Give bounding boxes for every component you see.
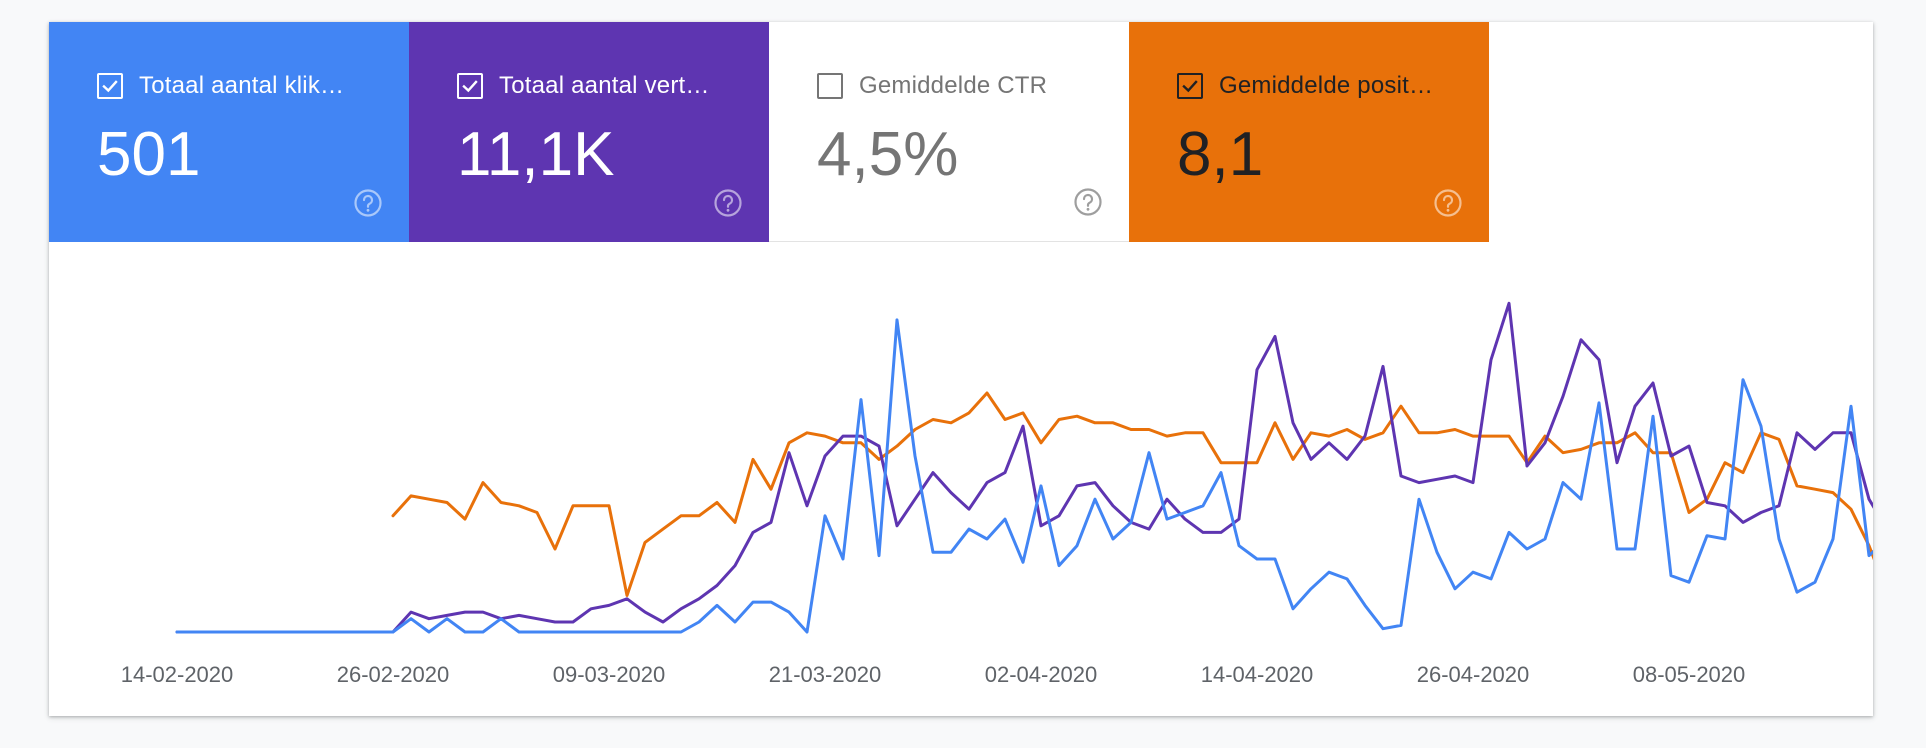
checkbox-checked-icon[interactable] [457,73,483,99]
tile-header: Gemiddelde posit… [1177,72,1433,100]
metric-value: 8,1 [1177,120,1264,189]
series-line-2 [175,318,1873,634]
checkbox-checked-icon[interactable] [97,73,123,99]
metric-value: 4,5% [817,120,959,189]
tile-impressions[interactable]: Totaal aantal vert… 11,1K [409,22,769,242]
metric-label: Gemiddelde posit… [1219,72,1434,99]
x-tick-label: 26-02-2020 [337,662,450,687]
x-tick-label: 21-03-2020 [769,662,882,687]
checkbox-checked-icon[interactable] [1177,73,1203,99]
metric-label: Totaal aantal vert… [499,72,710,99]
tile-ctr[interactable]: Gemiddelde CTR 4,5% [769,22,1129,242]
help-circle-icon[interactable] [353,188,383,218]
series-line-1 [175,301,1873,634]
metric-label: Gemiddelde CTR [859,72,1048,99]
x-tick-label: 02-04-2020 [985,662,1098,687]
help-circle-icon[interactable] [713,188,743,218]
checkbox-unchecked-icon[interactable] [817,73,843,99]
performance-card: Totaal aantal klik… 501 Totaal aantal vert… [49,22,1873,716]
metric-label: Totaal aantal klik… [139,72,345,99]
x-tick-label: 14-04-2020 [1201,662,1314,687]
help-circle-icon[interactable] [1433,188,1463,218]
performance-chart: 14-02-2020 26-02-2020 09-03-2020 21-03-2020… [49,242,1873,716]
tile-header: Gemiddelde CTR [817,72,1047,100]
tile-clicks[interactable]: Totaal aantal klik… 501 [49,22,409,242]
x-tick-label: 14-02-2020 [121,662,234,687]
metric-value: 11,1K [457,120,615,189]
x-tick-label: 26-04-2020 [1417,662,1530,687]
x-tick-label: 09-03-2020 [553,662,666,687]
help-circle-icon[interactable] [1073,187,1103,217]
x-tick-label: 08-05-2020 [1633,662,1746,687]
tile-position[interactable]: Gemiddelde posit… 8,1 [1129,22,1489,242]
tile-header: Totaal aantal vert… [457,72,710,100]
metric-tiles: Totaal aantal klik… 501 Totaal aantal vert… [49,22,1489,242]
tile-header: Totaal aantal klik… [97,72,344,100]
series-line-0 [391,391,1873,597]
chart-svg: 14-02-2020 26-02-2020 09-03-2020 21-03-2020… [121,301,1873,687]
metric-value: 501 [97,120,201,189]
